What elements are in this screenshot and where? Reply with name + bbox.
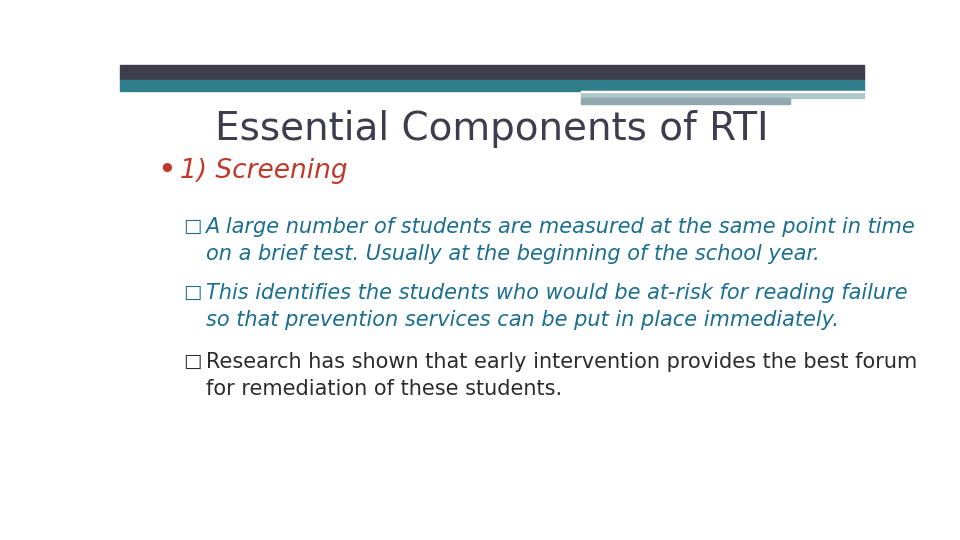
Bar [120,65,864,80]
Bar [581,91,864,92]
Text: Research has shown that early intervention provides the best forum
for remediati: Research has shown that early interventi… [205,352,917,399]
Text: 1) Screening: 1) Screening [180,158,348,184]
Text: □: □ [183,217,202,235]
Text: Essential Components of RTI: Essential Components of RTI [215,110,769,148]
Bar [120,80,864,91]
Text: A large number of students are measured at the same point in time
on a brief tes: A large number of students are measured … [205,217,915,264]
Text: □: □ [183,352,202,370]
Text: This identifies the students who would be at-risk for reading failure
so that pr: This identifies the students who would b… [205,283,907,330]
Bar [581,91,864,98]
Bar [581,98,789,104]
Text: •: • [157,156,176,186]
Text: □: □ [183,283,202,302]
